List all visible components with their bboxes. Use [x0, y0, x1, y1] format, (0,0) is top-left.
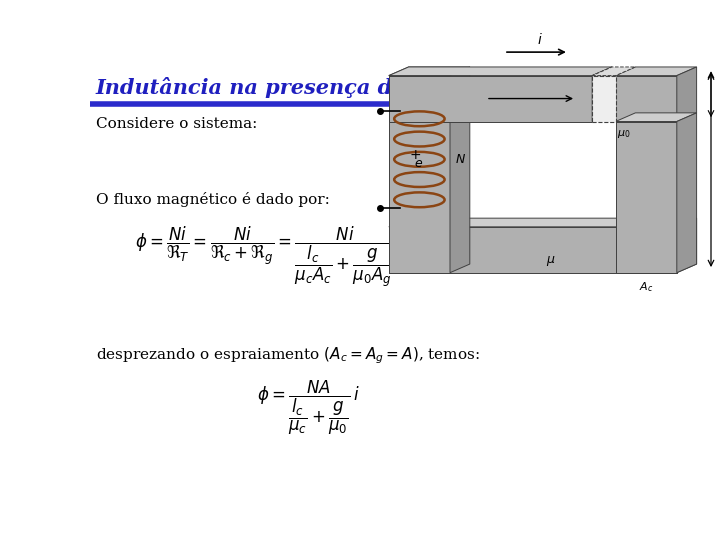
Polygon shape [593, 67, 636, 76]
Polygon shape [616, 122, 677, 273]
Text: $\phi = \dfrac{Ni}{\Re_T} = \dfrac{Ni}{\Re_c + \Re_g} = \dfrac{Ni}{\dfrac{l_c}{\: $\phi = \dfrac{Ni}{\Re_T} = \dfrac{Ni}{\… [135, 225, 395, 289]
Polygon shape [389, 76, 593, 122]
Polygon shape [677, 113, 697, 273]
Text: desprezando o espraiamento $(A_c = A_g = A)$, temos:: desprezando o espraiamento $(A_c = A_g =… [96, 346, 480, 366]
Polygon shape [616, 113, 697, 122]
Polygon shape [677, 218, 697, 273]
Text: $e$: $e$ [414, 157, 423, 170]
Text: $\mu$: $\mu$ [546, 254, 556, 268]
Polygon shape [616, 67, 697, 76]
Text: Considere o sistema:: Considere o sistema: [96, 117, 257, 131]
Polygon shape [389, 67, 612, 76]
Text: $N$: $N$ [455, 153, 467, 166]
Text: $i$: $i$ [537, 32, 543, 47]
Polygon shape [616, 76, 677, 122]
Text: $\mu_0$: $\mu_0$ [618, 129, 631, 140]
Polygon shape [389, 218, 697, 227]
Polygon shape [389, 76, 450, 273]
Text: $A_c$: $A_c$ [639, 280, 653, 294]
Polygon shape [389, 67, 470, 76]
Text: $\phi = \dfrac{NA}{\dfrac{l_c}{\mu_c} + \dfrac{g}{\mu_0}}\, i$: $\phi = \dfrac{NA}{\dfrac{l_c}{\mu_c} + … [258, 379, 361, 437]
Polygon shape [593, 67, 612, 122]
Text: $+$: $+$ [409, 148, 420, 162]
Polygon shape [677, 67, 697, 122]
Text: O fluxo magnético é dado por:: O fluxo magnético é dado por: [96, 192, 330, 207]
Polygon shape [593, 76, 616, 122]
Polygon shape [389, 227, 677, 273]
Text: Indutância na presença de entreferro: Indutância na presença de entreferro [96, 77, 534, 98]
Polygon shape [450, 67, 470, 273]
